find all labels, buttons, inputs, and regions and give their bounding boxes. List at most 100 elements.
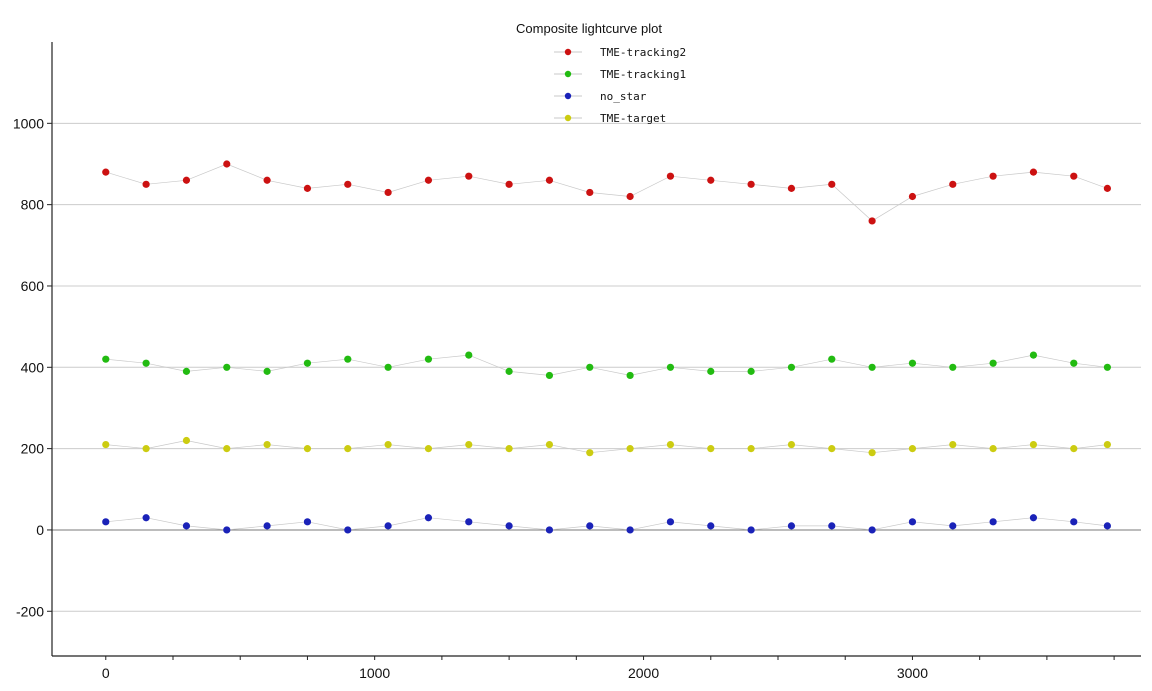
data-point <box>182 176 191 184</box>
data-point <box>142 359 150 367</box>
data-point <box>263 367 271 375</box>
y-tick-label: 800 <box>21 197 45 213</box>
data-point <box>908 518 917 526</box>
data-point <box>949 440 957 449</box>
data-point <box>828 355 836 363</box>
series-tme-tracking2 <box>102 160 1111 225</box>
data-point <box>908 359 917 367</box>
legend-label: TME-tracking2 <box>600 46 686 59</box>
data-point <box>747 367 755 375</box>
data-point <box>989 359 997 367</box>
data-point <box>505 367 513 375</box>
data-point <box>747 180 755 188</box>
data-point <box>908 445 917 453</box>
series-layer <box>102 160 1111 534</box>
y-tick-label: 600 <box>21 278 45 294</box>
data-point <box>626 371 634 380</box>
data-point <box>424 514 433 522</box>
data-point <box>747 526 755 534</box>
legend-item: no_star <box>554 90 647 103</box>
data-point <box>707 367 715 375</box>
data-point <box>263 522 271 530</box>
data-point <box>1070 172 1078 180</box>
data-point <box>223 363 231 371</box>
data-point <box>142 445 150 453</box>
data-point <box>223 445 231 453</box>
data-point <box>586 449 594 457</box>
data-point <box>787 522 796 530</box>
series-no-star <box>102 514 1111 534</box>
series-line <box>105 517 1108 531</box>
x-tick-label: 0 <box>102 665 110 681</box>
x-tick-label: 2000 <box>628 665 659 681</box>
data-point <box>1029 168 1038 176</box>
data-point <box>707 176 715 184</box>
legend-item: TME-tracking1 <box>554 68 686 81</box>
legend-marker <box>564 70 572 78</box>
data-point <box>465 351 473 359</box>
data-point <box>666 518 675 526</box>
data-point <box>868 217 876 225</box>
data-point <box>545 526 554 534</box>
data-point <box>828 522 836 530</box>
data-point <box>142 514 150 522</box>
y-tick-label: 400 <box>21 359 45 375</box>
data-point <box>1070 518 1078 526</box>
legend-label: TME-target <box>600 112 666 125</box>
data-point <box>344 526 352 534</box>
data-point <box>1103 184 1111 192</box>
series-line <box>105 440 1108 454</box>
legend: TME-tracking2 TME-tracking1 no_star TME-tar… <box>554 46 686 125</box>
data-point <box>1029 440 1038 449</box>
data-point <box>787 440 796 449</box>
data-point <box>747 445 755 453</box>
data-point <box>384 188 392 197</box>
series-tme-tracking1 <box>102 351 1111 380</box>
data-point <box>545 440 554 449</box>
data-point <box>263 176 271 184</box>
data-point <box>424 445 433 453</box>
data-point <box>465 518 473 526</box>
data-point <box>182 367 191 375</box>
data-point <box>787 363 796 371</box>
data-point <box>586 522 594 530</box>
data-point <box>344 445 352 453</box>
data-point <box>989 518 997 526</box>
data-point <box>505 180 513 188</box>
data-point <box>384 522 392 530</box>
x-tick-label: 1000 <box>359 665 390 681</box>
data-point <box>1029 514 1038 522</box>
data-point <box>1070 359 1078 367</box>
data-point <box>868 449 876 457</box>
y-tick-label: 1000 <box>13 115 44 131</box>
data-point <box>344 180 352 188</box>
data-point <box>626 445 634 453</box>
series-tme-target <box>102 436 1111 457</box>
axes: -200 0 200 400 600 800 1000 0 1000 2000 3000 <box>13 42 1141 681</box>
data-point <box>182 436 191 445</box>
data-point <box>1029 351 1038 359</box>
data-point <box>1070 445 1078 453</box>
data-point <box>707 522 715 530</box>
data-point <box>626 192 634 201</box>
data-point <box>949 522 957 530</box>
data-point <box>787 184 796 192</box>
data-point <box>586 363 594 371</box>
data-point <box>182 522 191 530</box>
data-point <box>868 363 876 371</box>
data-point <box>303 359 312 367</box>
data-point <box>223 160 231 168</box>
data-point <box>949 363 957 371</box>
data-point <box>102 168 110 176</box>
data-point <box>1103 522 1111 530</box>
series-line <box>105 354 1108 376</box>
data-point <box>465 440 473 449</box>
chart-title: Composite lightcurve plot <box>516 21 662 36</box>
data-point <box>868 526 876 534</box>
data-point <box>505 445 513 453</box>
data-point <box>384 363 392 371</box>
data-point <box>908 192 917 201</box>
data-point <box>505 522 513 530</box>
data-point <box>626 526 634 534</box>
data-point <box>545 176 554 184</box>
